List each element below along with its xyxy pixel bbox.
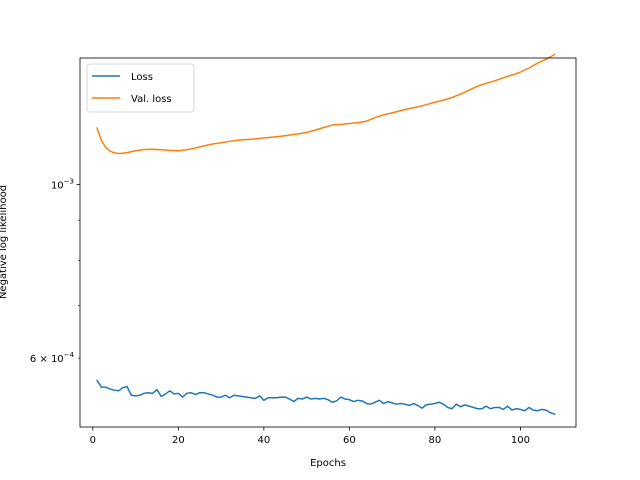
x-tick-label: 40 bbox=[257, 435, 270, 446]
y-minor-tick-label-prefix: 6 × 10 bbox=[30, 354, 64, 365]
y-minor-tick-label-exponent: −4 bbox=[64, 351, 75, 359]
x-tick-label: 20 bbox=[172, 435, 185, 446]
series-line-loss bbox=[96, 379, 556, 415]
y-tick-label-exponent: −3 bbox=[64, 177, 74, 185]
x-tick-label: 100 bbox=[511, 435, 530, 446]
plot-frame bbox=[79, 57, 577, 428]
legend-label: Val. loss bbox=[131, 94, 172, 105]
x-tick-label: 80 bbox=[429, 435, 442, 446]
y-tick-label-base: 10 bbox=[51, 180, 64, 191]
x-tick-label: 0 bbox=[90, 435, 96, 446]
x-axis-label: Epochs bbox=[310, 458, 346, 469]
legend-label: Loss bbox=[131, 72, 153, 83]
y-tick-label: 10−3 bbox=[51, 177, 74, 191]
legend: Loss Val. loss bbox=[86, 63, 195, 113]
x-tick-label: 60 bbox=[343, 435, 356, 446]
y-minor-tick-label: 6 × 10−4 bbox=[30, 351, 75, 365]
y-axis-label: Negative log likelihood bbox=[0, 185, 9, 299]
series-line-val-loss bbox=[96, 53, 556, 155]
